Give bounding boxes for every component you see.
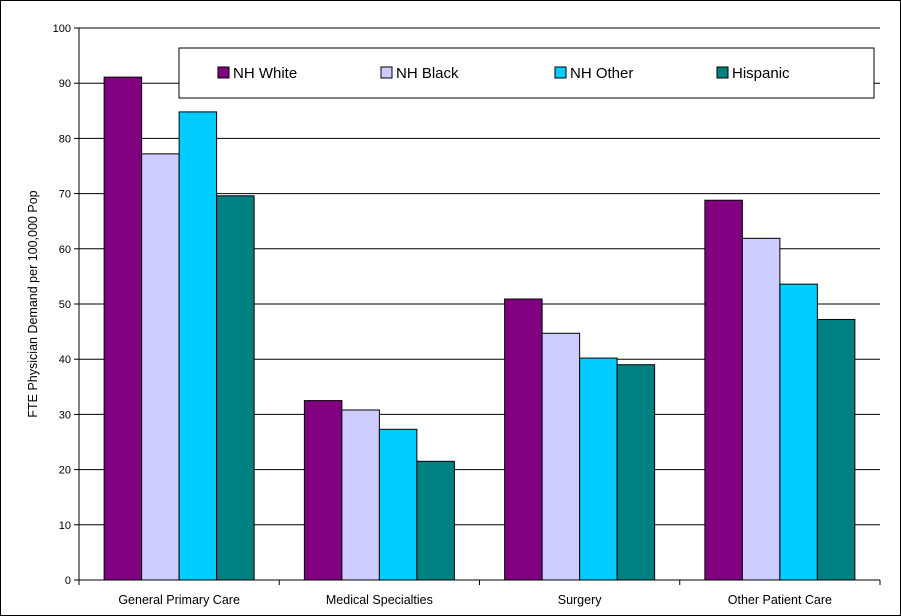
legend-label: Hispanic [732, 65, 790, 82]
legend-label: NH Black [396, 65, 459, 82]
legend-swatch [217, 66, 230, 79]
legend-swatch [554, 66, 567, 79]
legend-box [178, 47, 875, 99]
y-tick-labels: 0 10 20 30 40 50 60 70 80 90 100 [53, 23, 71, 587]
y-tick-label: 50 [59, 299, 71, 311]
x-category-labels: General Primary Care Medical Specialties S… [118, 593, 832, 607]
y-tick-label: 80 [59, 133, 71, 145]
bar-nh-black [141, 153, 180, 581]
legend-swatch [716, 66, 729, 79]
bar-nh-white [103, 76, 143, 581]
axes [74, 27, 881, 585]
y-tick-label: 90 [59, 78, 71, 90]
x-category-label: General Primary Care [118, 593, 240, 607]
y-tick-label: 0 [65, 575, 71, 587]
bar-hispanic [816, 318, 856, 581]
x-category-label: Medical Specialties [326, 593, 433, 607]
bar-hispanic [416, 460, 455, 581]
y-tick-label: 40 [59, 354, 71, 366]
x-category-label: Other Patient Care [728, 593, 832, 607]
bar-nh-other [779, 283, 818, 581]
bar-nh-white [704, 199, 743, 581]
y-tick-label: 70 [59, 189, 71, 201]
y-tick-label: 100 [53, 23, 71, 35]
y-tick-label: 20 [59, 465, 71, 477]
bar-nh-black [541, 332, 581, 581]
bar-hispanic [616, 364, 656, 581]
y-tick-label: 10 [59, 520, 71, 532]
bar-hispanic [216, 195, 255, 581]
legend-label: NH White [233, 65, 297, 82]
bar-nh-black [341, 409, 380, 581]
legend-label: NH Other [570, 65, 633, 82]
bar-nh-white [303, 400, 343, 581]
bar-nh-white [504, 298, 543, 581]
bar-nh-black [741, 237, 781, 581]
y-tick-label: 60 [59, 244, 71, 256]
bar-nh-other [178, 111, 218, 581]
legend-swatch [380, 66, 393, 79]
bar-nh-other [579, 357, 618, 581]
legend: NH White NH Black NH Other Hispanic [178, 47, 875, 99]
y-axis-title: FTE Physician Demand per 100,000 Pop [26, 190, 40, 417]
x-category-label: Surgery [558, 593, 603, 607]
y-tick-label: 30 [59, 409, 71, 421]
bar-nh-other [378, 428, 418, 581]
